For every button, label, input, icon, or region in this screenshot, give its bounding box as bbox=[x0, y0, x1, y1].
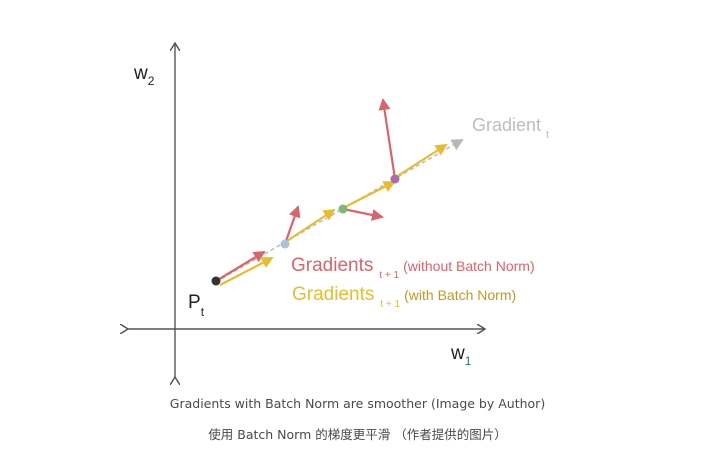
point-2 bbox=[338, 204, 348, 214]
yellow-arrow-1 bbox=[219, 257, 274, 286]
point-1 bbox=[280, 239, 290, 249]
red-arrow-3 bbox=[342, 207, 384, 221]
yellow-arrow-2 bbox=[286, 208, 336, 242]
caption-chinese: 使用 Batch Norm 的梯度更平滑 （作者提供的图片） bbox=[208, 427, 507, 442]
yellow-arrow-4 bbox=[395, 143, 448, 178]
pt-label: Pt bbox=[188, 292, 205, 319]
point-3 bbox=[390, 174, 400, 184]
caption-english: Gradients with Batch Norm are smoother (… bbox=[169, 396, 546, 411]
gradient-t-label: Gradient t bbox=[472, 115, 549, 141]
point-start bbox=[211, 276, 221, 286]
red-arrow-1 bbox=[215, 250, 266, 282]
red-legend: Gradients t + 1(without Batch Norm) bbox=[291, 255, 535, 281]
yellow-legend: Gradients t + 1(with Batch Norm) bbox=[292, 284, 516, 310]
yellow-arrow-3 bbox=[342, 181, 396, 209]
red-arrow-2 bbox=[283, 205, 301, 245]
red-arrow-4 bbox=[378, 98, 397, 180]
w1-label: w1 bbox=[450, 343, 472, 368]
batch-norm-gradient-diagram: w2 w1 Pt Gradient t Gradients t + 1(withou… bbox=[0, 0, 549, 390]
w2-label: w2 bbox=[133, 63, 155, 88]
